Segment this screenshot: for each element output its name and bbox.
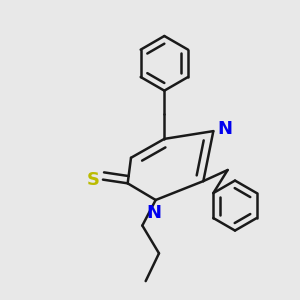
- Text: N: N: [146, 204, 161, 222]
- Text: N: N: [217, 120, 232, 138]
- Text: S: S: [87, 171, 100, 189]
